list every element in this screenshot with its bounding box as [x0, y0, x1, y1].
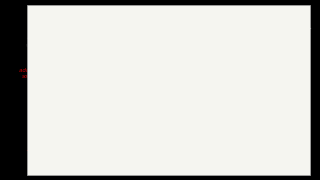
- Text: include
Rf.: include Rf.: [113, 126, 131, 137]
- Text: +: +: [201, 99, 205, 104]
- Text: $v_{n,cm}$: $v_{n,cm}$: [46, 120, 57, 127]
- Text: 65: 65: [304, 171, 310, 176]
- FancyBboxPatch shape: [166, 93, 192, 109]
- Text: $Z_1$: $Z_1$: [142, 96, 149, 105]
- Circle shape: [39, 116, 63, 130]
- Text: $sC_f\!\cdot\!G_f$: $sC_f\!\cdot\!G_f$: [166, 114, 180, 121]
- Circle shape: [110, 96, 126, 105]
- FancyBboxPatch shape: [69, 117, 96, 129]
- Circle shape: [40, 94, 62, 107]
- Text: $Z_i = \frac{1}{sC_{eff}+G_{ef}}$: $Z_i = \frac{1}{sC_{eff}+G_{ef}}$: [26, 144, 63, 157]
- Text: Block diagram to the rescue!: Block diagram to the rescue!: [36, 13, 284, 28]
- Text: $g_m$: $g_m$: [175, 97, 183, 105]
- Circle shape: [197, 97, 210, 104]
- Text: $Z_o$: $Z_o$: [220, 96, 228, 105]
- FancyBboxPatch shape: [242, 93, 258, 109]
- FancyBboxPatch shape: [70, 71, 93, 87]
- Text: add noise
sources: add noise sources: [19, 68, 45, 79]
- Text: +: +: [116, 99, 121, 104]
- FancyBboxPatch shape: [157, 111, 189, 124]
- Text: $sC_f\!+\!G_f$: $sC_f\!+\!G_f$: [163, 78, 180, 86]
- Text: $((C_{eff}=C_e\!+\!C_f\!+\!C_{in});\ Z_o \triangleq \frac{1}{s(C_f\!+\!C_o)\!+\!: $((C_{eff}=C_e\!+\!C_f\!+\!C_{in});\ Z_o…: [134, 144, 232, 156]
- Text: $V_{out}$: $V_{out}$: [262, 96, 273, 105]
- Text: • We've already spent some effort generating a block diagram – let's
use it to o: • We've already spent some effort genera…: [26, 36, 244, 48]
- Text: $-1$: $-1$: [245, 97, 254, 105]
- Circle shape: [40, 72, 62, 85]
- FancyBboxPatch shape: [134, 93, 157, 109]
- Text: $G_p$: $G_p$: [78, 74, 85, 84]
- FancyBboxPatch shape: [157, 76, 186, 88]
- Text: $sC_{cm}\!\cdot\!G_f$: $sC_{cm}\!\cdot\!G_f$: [74, 119, 91, 127]
- FancyBboxPatch shape: [213, 93, 235, 109]
- Text: $v_{n,p}$: $v_{n,p}$: [47, 74, 56, 82]
- Text: ignore (dominated by gₘ): ignore (dominated by gₘ): [141, 59, 211, 64]
- Text: $sC_c$: $sC_c$: [47, 97, 56, 105]
